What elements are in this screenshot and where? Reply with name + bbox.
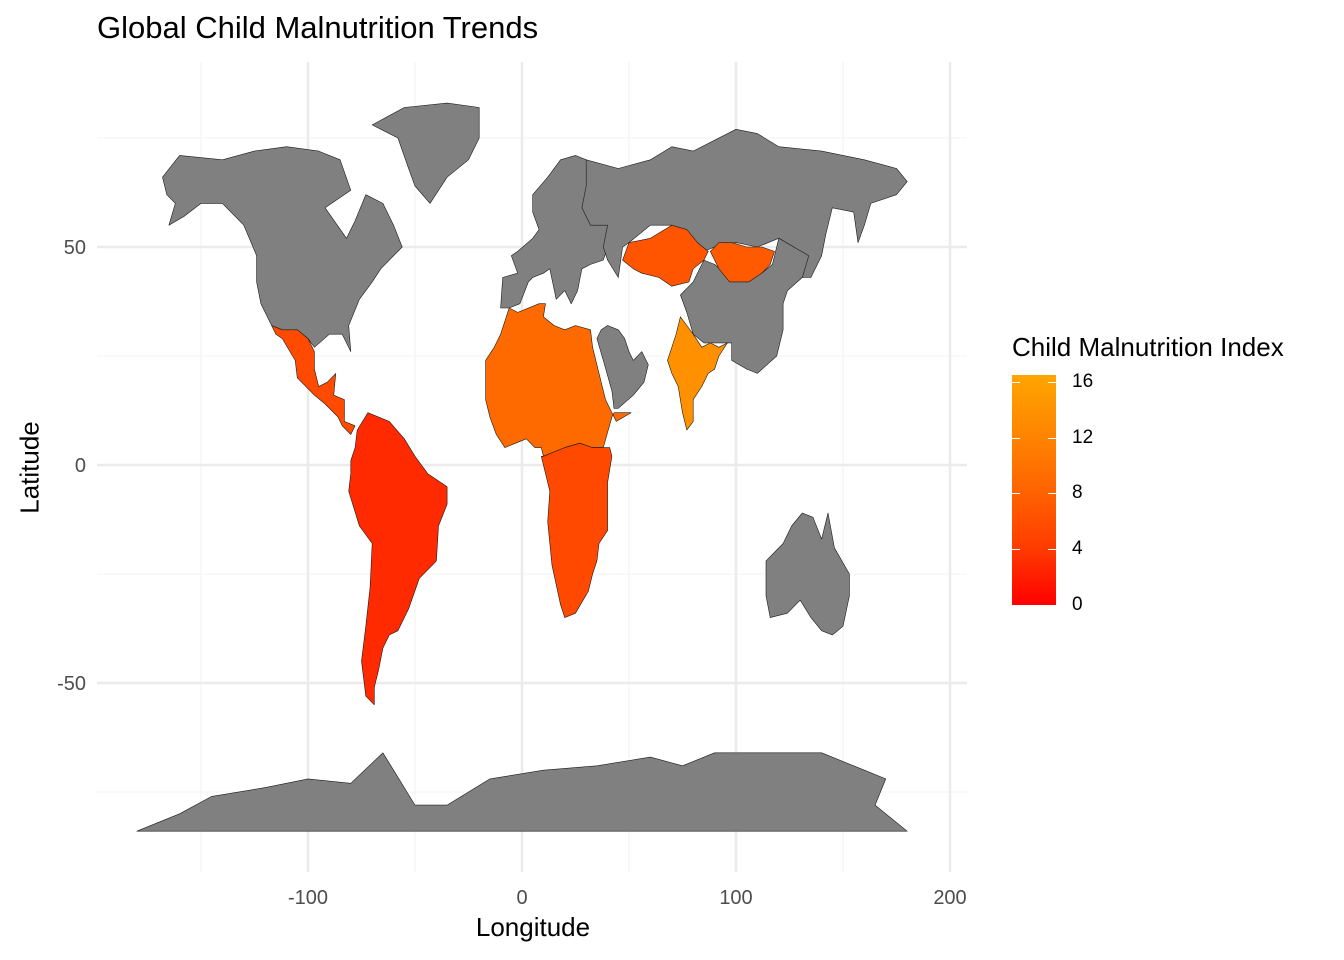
legend-tick-label: 8 [1072, 482, 1083, 504]
x-tick-label: -100 [288, 887, 328, 909]
y-tick-label: -50 [57, 673, 86, 695]
land-masses [136, 102, 908, 832]
axis-tick-labels: -100 0 100 200 50 0 -50 [57, 237, 967, 909]
x-axis-title: Longitude [475, 912, 591, 942]
legend-tick-mark [1048, 605, 1056, 606]
region-mexico-and-central-america [271, 325, 356, 435]
legend-tick-mark [1048, 437, 1056, 439]
region-antarctica [136, 752, 908, 832]
legend-tick-mark [1048, 381, 1056, 383]
region-kazakhstan [622, 224, 709, 287]
legend-tick-label: 16 [1072, 370, 1094, 392]
y-axis-title: Latitude [14, 421, 45, 514]
legend-tick-label: 0 [1072, 594, 1083, 615]
y-tick-label: 50 [64, 237, 86, 259]
region-mongolia [709, 242, 775, 283]
legend-tick-mark [1048, 493, 1056, 495]
legend-tick-mark [1012, 549, 1020, 551]
legend-tick-mark [1012, 605, 1020, 606]
legend-tick-mark [1012, 493, 1020, 495]
x-tick-label: 100 [719, 887, 752, 909]
region-greenland [371, 102, 480, 204]
legend-tick-mark [1048, 549, 1056, 551]
region-south-america [348, 412, 448, 706]
legend-tick-label: 4 [1072, 538, 1083, 560]
y-tick-label: 0 [75, 455, 86, 477]
region-northern-africa [485, 303, 632, 457]
region-australia [765, 512, 850, 636]
legend-tick-label: 12 [1072, 426, 1094, 448]
region-north-america [162, 146, 403, 352]
region-india [667, 316, 728, 431]
x-tick-label: 200 [933, 887, 966, 909]
region-arabian-peninsula [596, 325, 649, 409]
legend-title: Child Malnutrition Index [1012, 332, 1284, 362]
region-russia [581, 129, 908, 278]
x-tick-label: 0 [516, 887, 527, 909]
legend-tick-mark [1012, 437, 1020, 439]
legend-tick-mark [1012, 381, 1020, 383]
chart-title: Global Child Malnutrition Trends [97, 10, 539, 45]
region-southern-africa [540, 442, 613, 618]
legend-colorbar [1012, 375, 1056, 605]
